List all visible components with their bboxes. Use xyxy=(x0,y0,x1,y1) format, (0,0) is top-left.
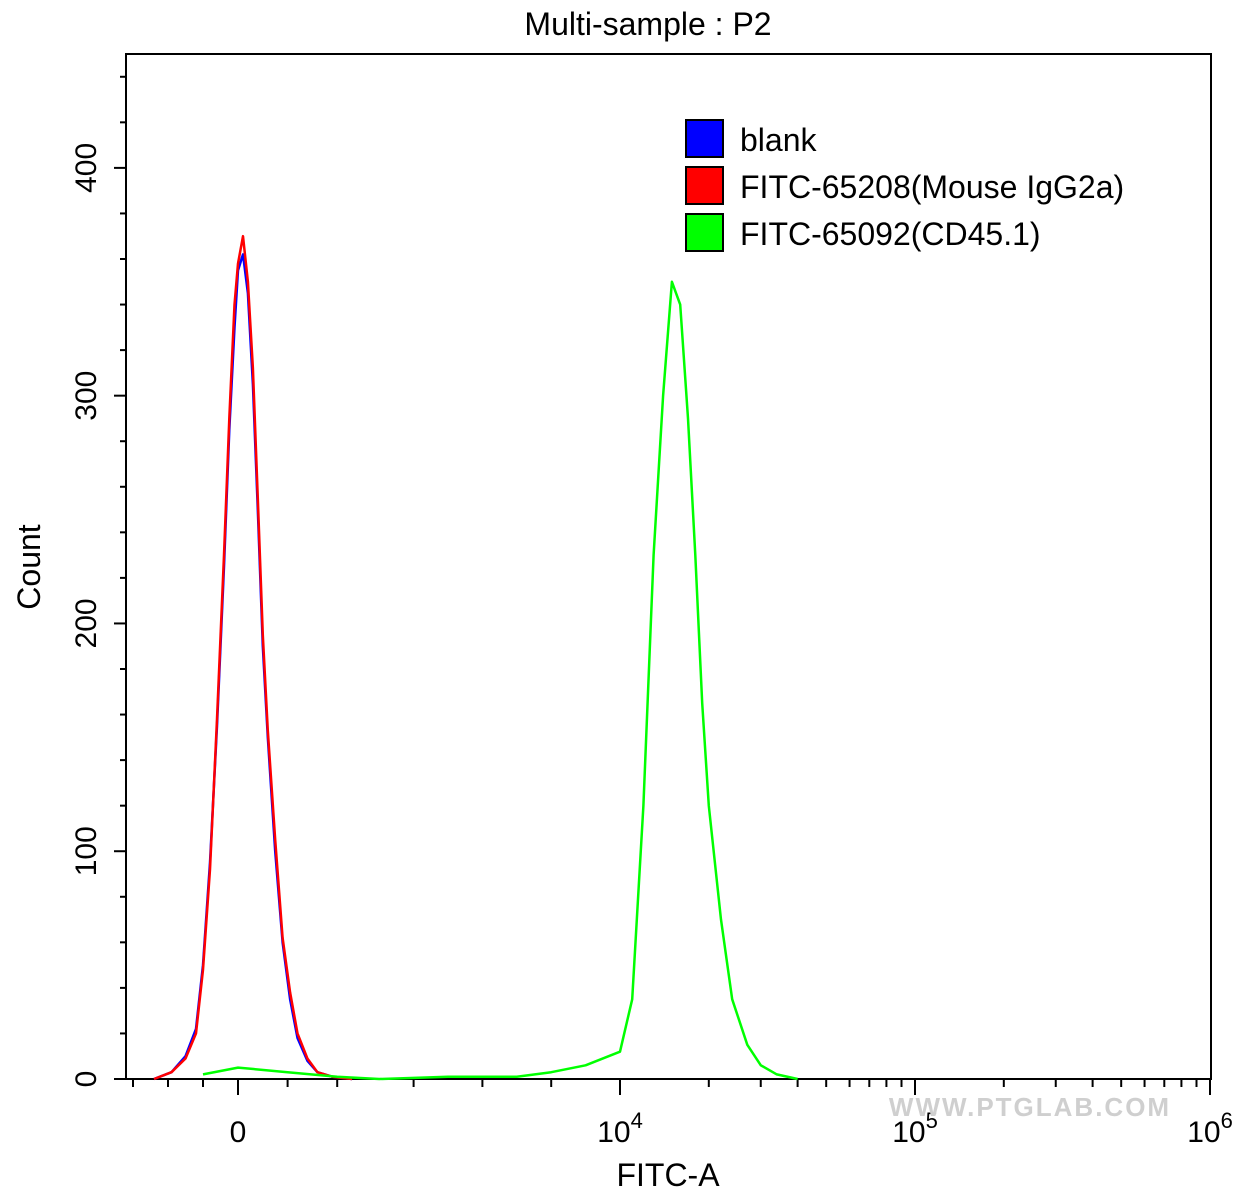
legend: blank FITC-65208(Mouse IgG2a) FITC-65092(C… xyxy=(685,119,1124,252)
x-axis-label: FITC-A xyxy=(616,1157,720,1193)
legend-swatch xyxy=(685,119,724,158)
x-tick-label: 106 xyxy=(1187,1108,1233,1149)
y-tick-label: 300 xyxy=(70,371,103,421)
y-tick-label: 100 xyxy=(70,826,103,876)
y-tick-label: 0 xyxy=(70,1071,103,1088)
series-line-3 xyxy=(202,280,798,1081)
x-tick-label: 0 xyxy=(230,1116,247,1149)
plot-frame xyxy=(125,53,1212,1080)
y-tick-label: 200 xyxy=(70,598,103,648)
watermark: WWW.PTGLAB.COM xyxy=(889,1092,1171,1122)
legend-swatch xyxy=(685,166,724,205)
x-tick-label: 104 xyxy=(597,1108,643,1149)
series-line-2 xyxy=(153,234,353,1081)
legend-label: FITC-65208(Mouse IgG2a) xyxy=(740,169,1124,205)
y-axis: 0 100 200 300 400 xyxy=(70,75,126,1088)
series-layer xyxy=(153,234,798,1081)
legend-label: FITC-65092(CD45.1) xyxy=(740,216,1041,252)
y-tick-label: 400 xyxy=(70,143,103,193)
legend-label: blank xyxy=(740,122,818,158)
y-axis-label: Count xyxy=(11,524,47,610)
legend-swatch xyxy=(685,213,724,252)
chart-title: Multi-sample : P2 xyxy=(524,6,771,42)
